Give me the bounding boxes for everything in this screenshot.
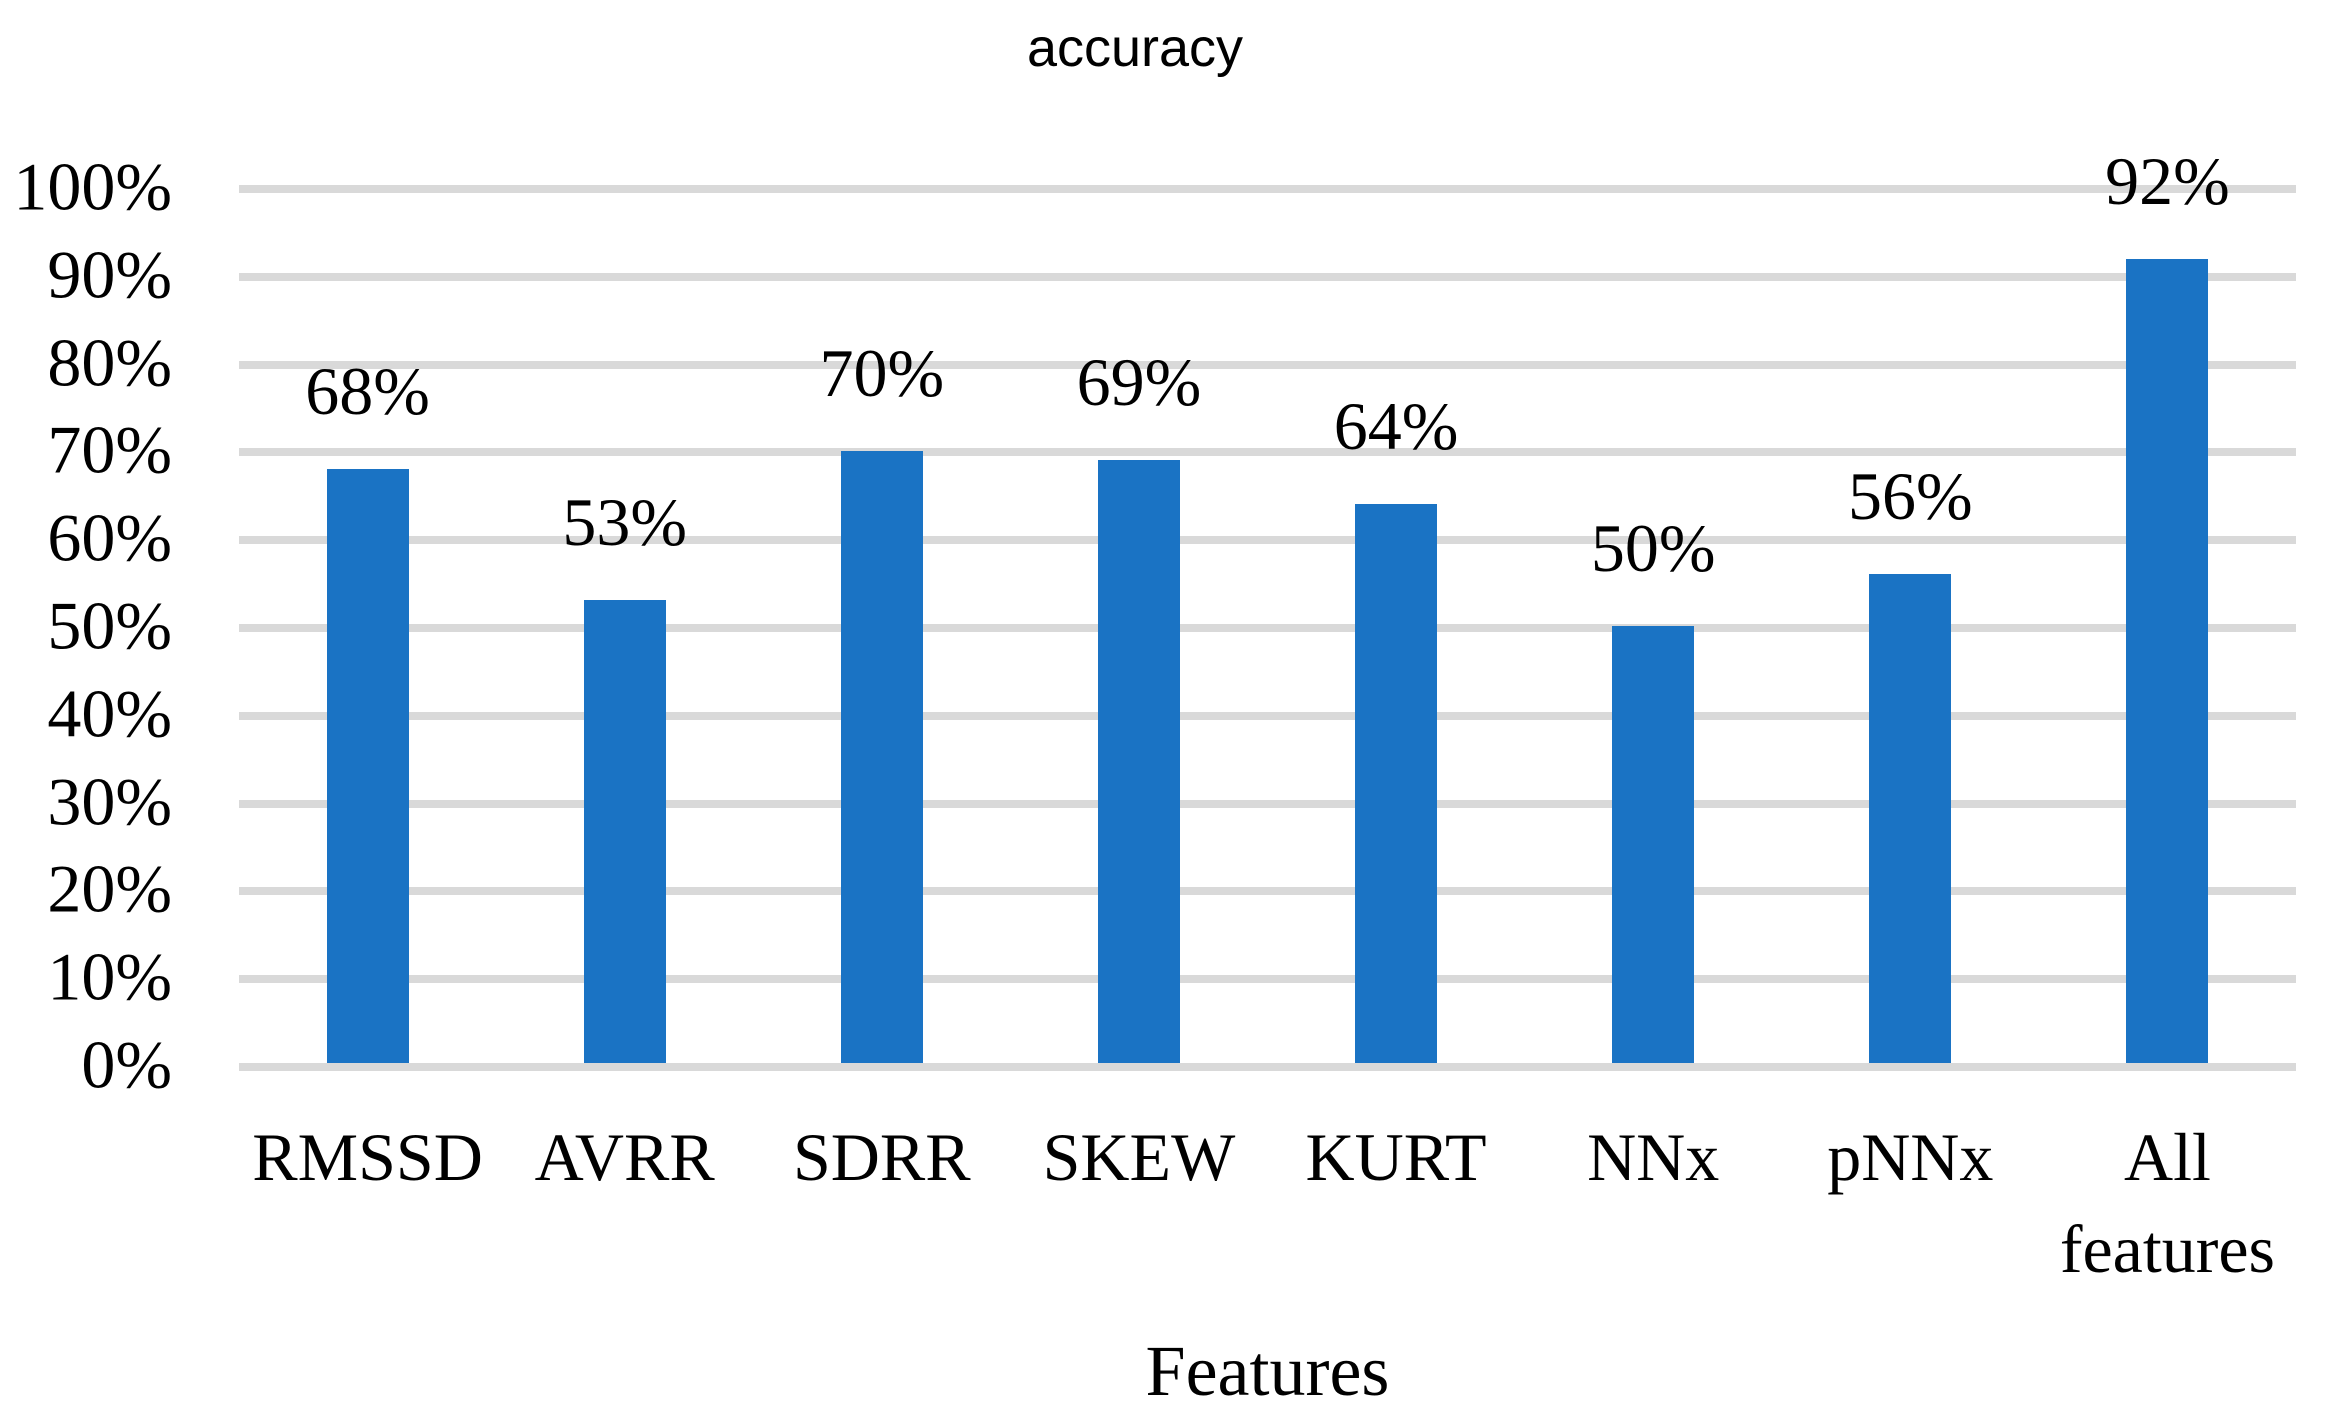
data-label: 68% (305, 352, 430, 429)
data-label: 56% (1847, 457, 1973, 534)
x-category-label: RMSSD (252, 1119, 483, 1195)
bar-kurt (1355, 503, 1438, 1063)
x-category-label: SDRR (792, 1119, 971, 1195)
y-tick-label: 80% (47, 323, 172, 400)
y-tick-label: 70% (47, 411, 172, 488)
bar-rmssd (326, 468, 409, 1063)
y-tick-label: 0% (81, 1026, 172, 1103)
x-axis-title: Features (1145, 1331, 1390, 1411)
y-tick-label: 100% (13, 148, 172, 225)
gridline (239, 887, 2296, 896)
gridline (239, 1063, 2296, 1071)
gridline (239, 536, 2296, 545)
bar-all-features (2126, 258, 2209, 1063)
x-category-label: pNNx (1827, 1119, 1994, 1195)
gridline (239, 711, 2296, 720)
gridline (239, 185, 2296, 193)
gridline (239, 975, 2296, 984)
x-category-label: KURT (1305, 1119, 1487, 1195)
y-tick-label: 10% (47, 938, 172, 1015)
y-tick-label: 90% (47, 236, 172, 313)
bar-pnnx (1869, 573, 1952, 1063)
y-tick-label: 40% (47, 675, 172, 752)
gridline (239, 448, 2296, 457)
chart-title: accuracy (1026, 18, 1244, 78)
bar-skew (1097, 459, 1180, 1063)
gridline (239, 272, 2296, 281)
data-label: 53% (562, 483, 688, 560)
gridline (239, 360, 2296, 369)
x-category-label: SKEW (1042, 1119, 1236, 1195)
data-label: 64% (1333, 387, 1459, 464)
y-tick-label: 60% (47, 499, 172, 576)
y-tick-label: 20% (47, 850, 172, 927)
y-tick-label: 30% (47, 762, 172, 839)
data-label: 50% (1590, 510, 1716, 586)
bar-nnx (1612, 626, 1695, 1063)
x-category-label: NNx (1587, 1119, 1720, 1195)
data-label: 69% (1076, 343, 1202, 420)
x-category-label: AVRR (534, 1119, 715, 1195)
bar-sdrr (840, 451, 923, 1063)
gridline (239, 624, 2296, 632)
data-label: 70% (819, 335, 945, 412)
bar-avrr (583, 599, 666, 1063)
gridline (239, 799, 2296, 808)
data-label: 92% (2105, 142, 2230, 219)
y-tick-label: 50% (47, 587, 172, 664)
x-category-label: All features (2059, 1119, 2276, 1287)
